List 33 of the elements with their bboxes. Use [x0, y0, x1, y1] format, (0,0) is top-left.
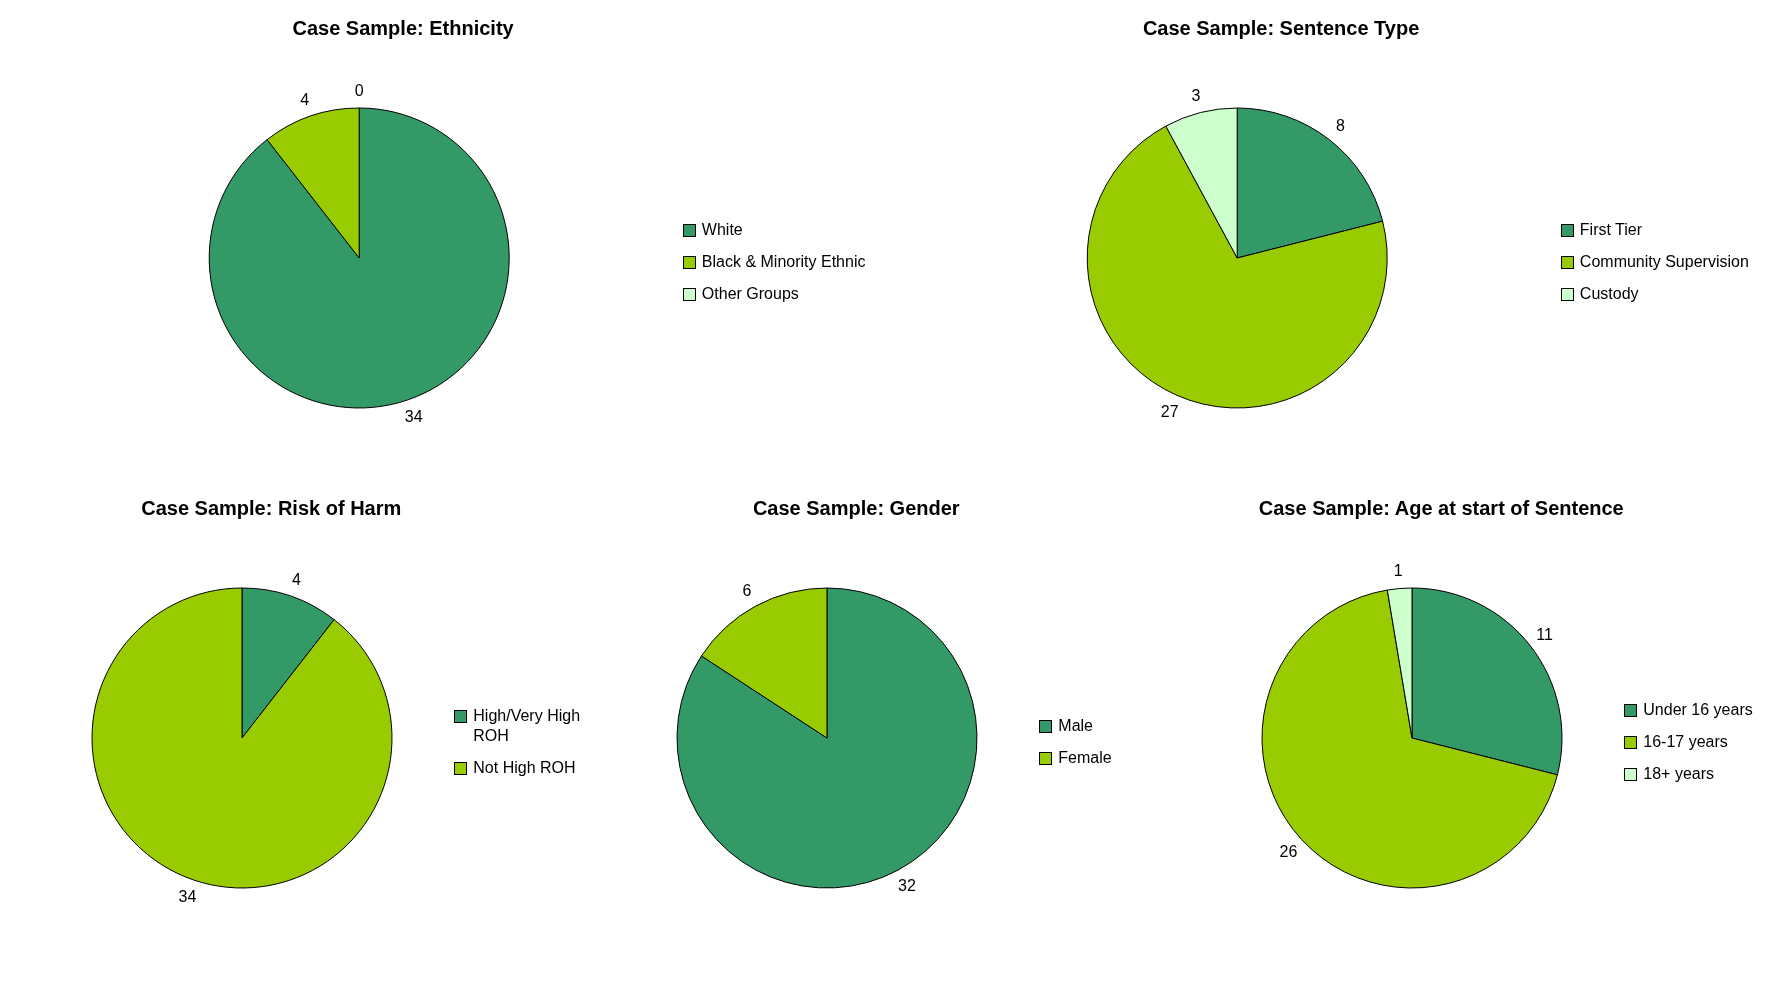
- data-label: 4: [292, 570, 302, 588]
- legend-label: Female: [1058, 748, 1112, 768]
- legend-label: Under 16 years: [1643, 700, 1753, 720]
- legend-label: High/Very High ROH: [473, 706, 582, 746]
- data-label: 4: [300, 90, 310, 108]
- legend-label: Black & Minority Ethnic: [701, 252, 866, 272]
- legend-label: First Tier: [1579, 220, 1643, 240]
- data-label: 8: [1335, 116, 1345, 134]
- legend-label: Custody: [1579, 284, 1639, 304]
- data-label: 26: [1279, 843, 1298, 861]
- chart-title: Case Sample: Age at start of Sentence: [1257, 496, 1625, 521]
- chart-title: Case Sample: Gender: [751, 496, 961, 521]
- text: 0: [354, 81, 364, 99]
- data-label: 34: [404, 408, 423, 426]
- legend-label: Male: [1058, 716, 1093, 736]
- data-label: 32: [898, 877, 916, 895]
- data-label: 1: [1393, 562, 1403, 580]
- legend-label: 18+ years: [1643, 764, 1715, 784]
- legend-label: White: [701, 220, 743, 240]
- legend-label: Community Supervision: [1579, 252, 1749, 272]
- data-label: 34: [178, 888, 197, 906]
- pie-slice: [208, 107, 510, 409]
- data-label: 6: [742, 581, 752, 599]
- pie-slice: [91, 587, 393, 889]
- chart-title: Case Sample: Ethnicity: [291, 16, 515, 41]
- data-label: 11: [1536, 626, 1553, 644]
- chart-title: Case Sample: Risk of Harm: [140, 496, 403, 521]
- legend-label: Other Groups: [701, 284, 799, 304]
- legend-label: Not High ROH: [473, 758, 576, 778]
- legend-label: 16-17 years: [1643, 732, 1728, 752]
- data-label: 27: [1160, 403, 1179, 421]
- chart-title: Case Sample: Sentence Type: [1141, 16, 1421, 41]
- data-label: 3: [1191, 86, 1201, 104]
